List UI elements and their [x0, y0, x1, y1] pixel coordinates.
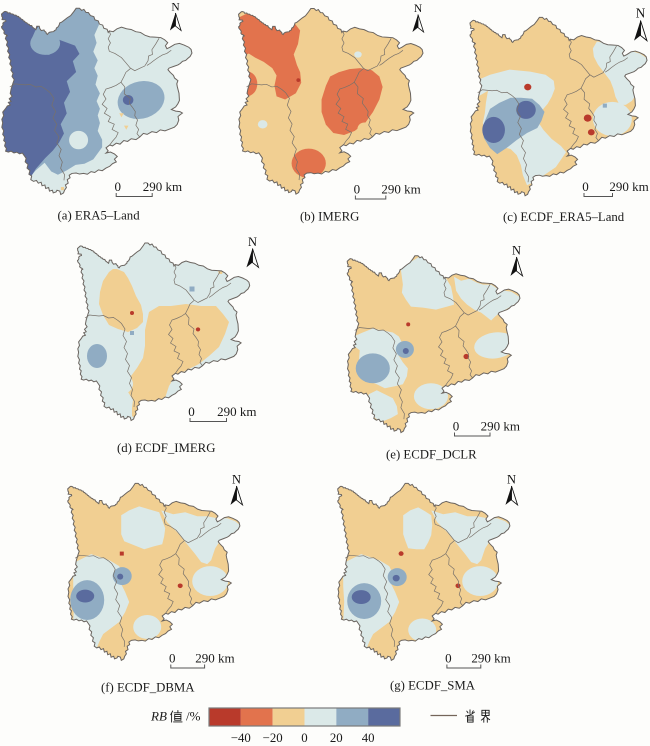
svg-text:(b) IMERG: (b) IMERG [300, 210, 359, 224]
svg-text:290 km: 290 km [381, 182, 420, 197]
svg-text:(a) ERA5–Land: (a) ERA5–Land [58, 209, 141, 223]
svg-text:40: 40 [362, 731, 375, 745]
svg-text:N: N [232, 472, 241, 486]
svg-text:(d) ECDF_IMERG: (d) ECDF_IMERG [117, 441, 215, 455]
svg-text:290 km: 290 km [143, 179, 182, 194]
svg-text:(e) ECDF_DCLR: (e) ECDF_DCLR [386, 448, 477, 462]
svg-text:−20: −20 [263, 731, 283, 745]
svg-text:0: 0 [453, 419, 460, 434]
svg-text:0: 0 [445, 651, 452, 666]
svg-text:−40: −40 [231, 731, 251, 745]
svg-text:N: N [507, 472, 516, 486]
svg-text:N: N [636, 6, 646, 21]
svg-text:N: N [414, 3, 423, 15]
svg-text:N: N [171, 2, 180, 14]
svg-text:0: 0 [169, 651, 176, 666]
svg-text:0: 0 [354, 182, 361, 197]
svg-text:290 km: 290 km [217, 404, 256, 419]
svg-text:0: 0 [582, 179, 589, 194]
svg-text:290 km: 290 km [195, 651, 234, 666]
svg-text:(f) ECDF_DBMA: (f) ECDF_DBMA [101, 681, 195, 695]
svg-text:(c) ECDF_ERA5–Land: (c) ECDF_ERA5–Land [503, 210, 625, 224]
svg-text:(g) ECDF_SMA: (g) ECDF_SMA [390, 679, 476, 693]
svg-text:0: 0 [301, 731, 307, 745]
svg-text:290 km: 290 km [471, 651, 510, 666]
svg-text:N: N [512, 243, 521, 257]
svg-text:0: 0 [114, 179, 121, 194]
svg-text:0: 0 [188, 404, 195, 419]
svg-text:290 km: 290 km [481, 419, 520, 434]
svg-text:/%: /% [186, 709, 201, 724]
svg-text:RB: RB [150, 709, 167, 724]
svg-text:20: 20 [330, 731, 343, 745]
svg-text:N: N [248, 235, 257, 249]
svg-text:290 km: 290 km [609, 179, 648, 194]
